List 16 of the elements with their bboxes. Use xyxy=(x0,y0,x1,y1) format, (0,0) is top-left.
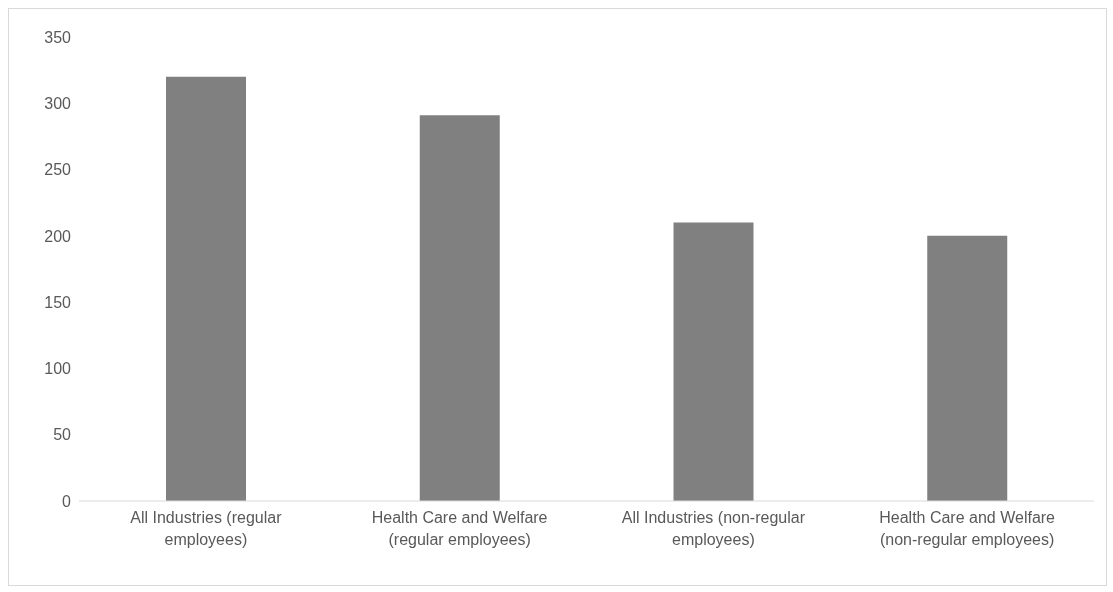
x-tick-label: All Industries (non-regular employees) xyxy=(621,509,806,548)
y-tick-label: 150 xyxy=(44,293,72,311)
y-tick-label: 50 xyxy=(53,426,72,444)
y-tick-label: 100 xyxy=(44,360,72,378)
x-tick-label: All Industries (regular employees) xyxy=(130,509,283,548)
y-tick-label: 300 xyxy=(44,94,72,112)
bar xyxy=(419,115,500,501)
y-tick-label: 350 xyxy=(44,28,72,46)
bar xyxy=(166,76,246,501)
y-tick-label: 200 xyxy=(44,227,72,245)
bar xyxy=(673,222,754,501)
y-tick-label: 0 xyxy=(62,492,72,510)
y-tick-label: 250 xyxy=(44,161,72,179)
x-tick-label: Health Care and Welfare (regular employees) xyxy=(371,509,548,548)
x-tick-label: Health Care and Welfare (non-regular employees) xyxy=(879,509,1056,548)
bar xyxy=(927,235,1008,501)
